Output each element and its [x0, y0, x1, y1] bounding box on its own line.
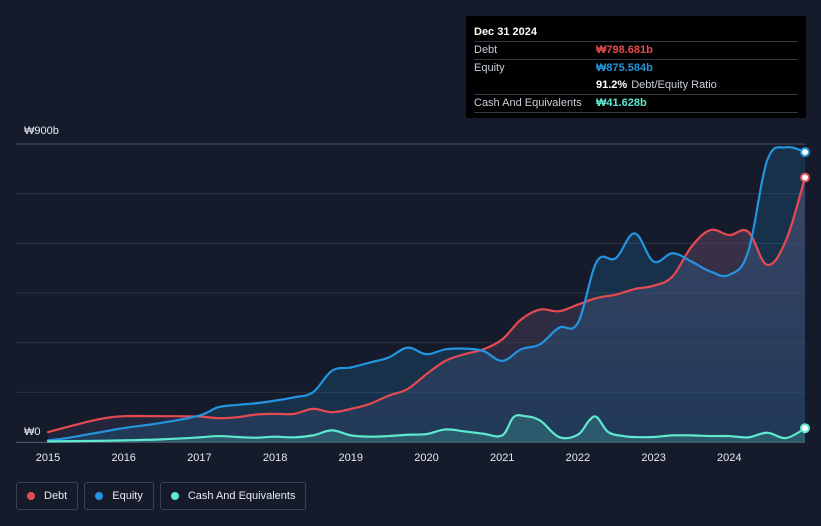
- x-tick-label: 2021: [490, 452, 514, 464]
- cash-end-marker: [800, 423, 810, 434]
- equity-area: [48, 147, 805, 442]
- tooltip-cash-label: Cash And Equivalents: [474, 97, 582, 109]
- x-tick-label: 2020: [414, 452, 438, 464]
- tooltip-ratio-value: 91.2%: [596, 79, 628, 91]
- tooltip-equity-value: ₩875.584b: [596, 62, 653, 74]
- debt-end-marker: [800, 172, 810, 183]
- legend: Debt Equity Cash And Equivalents: [16, 482, 307, 510]
- debt-area: [48, 177, 805, 442]
- x-tick-label: 2017: [187, 452, 211, 464]
- tooltip-cash-row: Cash And Equivalents ₩41.628b: [474, 94, 798, 113]
- x-tick-label: 2023: [641, 452, 665, 464]
- y-axis-bottom-label: ₩0: [24, 426, 41, 438]
- legend-equity-label: Equity: [112, 490, 143, 502]
- x-tick-label: 2024: [717, 452, 741, 464]
- tooltip-ratio-row: 91.2% Debt/Equity Ratio: [474, 77, 798, 94]
- tooltip-cash-value: ₩41.628b: [596, 97, 647, 109]
- x-tick-label: 2019: [339, 452, 363, 464]
- tooltip-date: Dec 31 2024: [474, 26, 537, 38]
- equity-end-marker: [800, 147, 810, 158]
- legend-cash-label: Cash And Equivalents: [187, 490, 296, 502]
- equity-line: [46, 145, 807, 442]
- x-tick-label: 2018: [263, 452, 287, 464]
- tooltip-debt-value: ₩798.681b: [596, 44, 653, 56]
- tooltip-ratio-label: Debt/Equity Ratio: [631, 79, 717, 91]
- tooltip-equity-label: Equity: [474, 62, 505, 74]
- legend-item-cash[interactable]: Cash And Equivalents: [159, 482, 307, 510]
- x-tick-label: 2016: [111, 452, 135, 464]
- debt-line: [46, 176, 807, 434]
- tooltip: Dec 31 2024 Debt ₩798.681b Equity ₩875.5…: [466, 16, 806, 118]
- tooltip-debt-label: Debt: [474, 44, 498, 56]
- equity-dot-icon: [95, 492, 104, 500]
- tooltip-ratio-spacer: [474, 77, 596, 94]
- y-axis-top-label: ₩900b: [24, 125, 59, 137]
- legend-debt-label: Debt: [44, 490, 68, 502]
- debt-dot-icon: [27, 492, 35, 500]
- x-tick-label: 2015: [36, 452, 60, 464]
- legend-item-debt[interactable]: Debt: [16, 482, 79, 510]
- cash-line: [46, 414, 807, 443]
- x-tick-label: 2022: [566, 452, 590, 464]
- cash-dot-icon: [170, 492, 179, 500]
- tooltip-debt-row: Debt ₩798.681b: [474, 41, 798, 59]
- legend-item-equity[interactable]: Equity: [84, 482, 154, 510]
- tooltip-equity-row: Equity ₩875.584b: [474, 59, 798, 77]
